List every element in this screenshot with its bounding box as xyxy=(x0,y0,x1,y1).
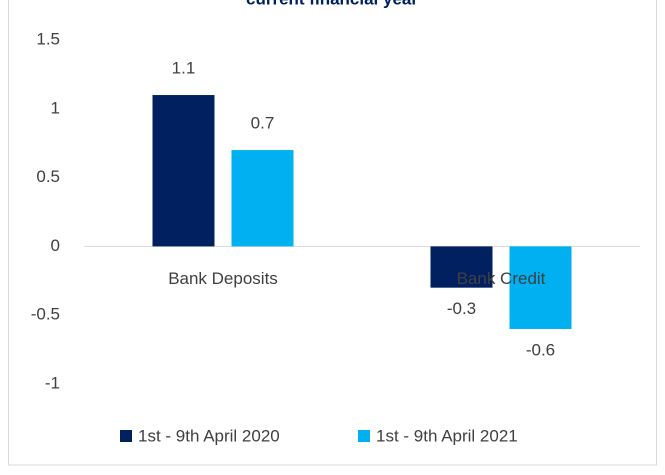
legend-swatch xyxy=(120,430,132,442)
x-tick-label: Bank Credit xyxy=(457,269,546,288)
bar xyxy=(509,246,572,329)
y-tick-label: 1.5 xyxy=(36,29,60,48)
data-label: -0.6 xyxy=(526,340,555,359)
bar xyxy=(231,150,294,247)
legend-label: 1st - 9th April 2021 xyxy=(376,426,518,445)
y-tick-label: 0.5 xyxy=(36,167,60,186)
data-label: -0.3 xyxy=(447,299,476,318)
y-tick-label: -1 xyxy=(45,373,60,392)
y-tick-label: 0 xyxy=(51,236,60,255)
bar xyxy=(152,95,215,247)
data-label: 0.7 xyxy=(251,114,275,133)
legend-label: 1st - 9th April 2020 xyxy=(138,426,280,445)
legend-swatch xyxy=(358,430,370,442)
y-tick-label: 1 xyxy=(51,98,60,117)
y-tick-label: -0.5 xyxy=(31,305,60,324)
chart-border xyxy=(8,0,657,466)
x-tick-label: Bank Deposits xyxy=(168,269,278,288)
chart-title: current financial year xyxy=(246,0,418,8)
bar xyxy=(430,246,493,288)
data-label: 1.1 xyxy=(172,59,196,78)
